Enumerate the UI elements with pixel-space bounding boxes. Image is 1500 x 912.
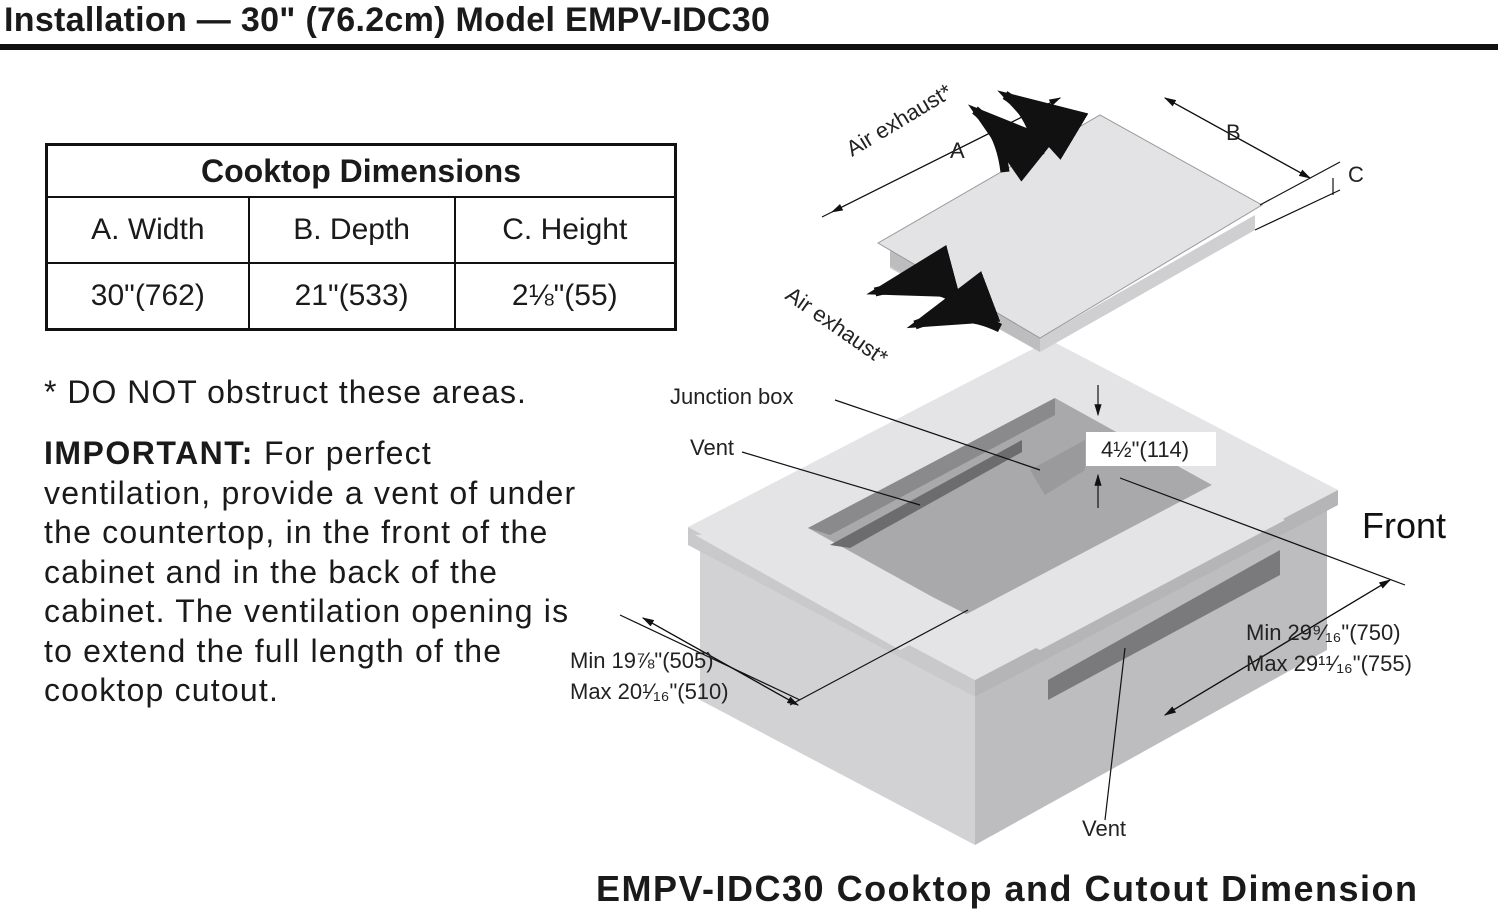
air-exhaust-arrows (866, 90, 1089, 333)
important-note: IMPORTANT: For perfect ventilation, prov… (44, 434, 584, 711)
cabinet (688, 340, 1338, 845)
dim-c-label: C (1348, 162, 1364, 187)
column-header: B. Depth (247, 196, 456, 264)
table-cell: 30"(762) (45, 262, 250, 331)
table-row: 30"(762) 21"(533) 2⅛"(55) (45, 262, 677, 331)
junction-box (1030, 440, 1085, 495)
table-cell: 2⅛"(55) (453, 262, 677, 331)
column-header: C. Height (453, 196, 677, 264)
front-vent (1048, 550, 1280, 700)
front-label: Front (1362, 505, 1446, 546)
depth-max-label: Max 20¹⁄₁₆"(510) (570, 679, 729, 704)
width-min-label: Min 29⁹⁄₁₆"(750) (1246, 620, 1401, 645)
depth-min-label: Min 19⅞"(505) (570, 648, 714, 673)
obstruction-note: * DO NOT obstruct these areas. (44, 374, 527, 410)
vent-back-label: Vent (690, 435, 734, 460)
title-divider (0, 44, 1498, 50)
diagram-caption: EMPV-IDC30 Cooktop and Cutout Dimension (596, 868, 1419, 909)
page-title: Installation — 30" (76.2cm) Model EMPV-I… (4, 1, 771, 39)
important-text: For perfect ventilation, provide a vent … (44, 435, 577, 708)
table-caption: Cooktop Dimensions (45, 143, 677, 198)
important-label: IMPORTANT: (44, 435, 254, 471)
vent-back-leader (741, 451, 921, 506)
junction-box-label: Junction box (670, 384, 794, 409)
vent-front-label: Vent (1082, 816, 1126, 841)
junction-depth-label: 4½"(114) (1101, 437, 1189, 462)
junction-box-leader (834, 399, 1041, 471)
vent-front-leader (1104, 647, 1126, 821)
column-header: A. Width (45, 196, 250, 264)
dim-a-label: A (950, 138, 965, 163)
width-max-label: Max 29¹¹⁄₁₆"(755) (1246, 651, 1412, 676)
dim-b-label: B (1226, 120, 1241, 145)
air-exhaust-top-label: Air exhaust* (842, 79, 957, 162)
table-cell: 21"(533) (247, 262, 456, 331)
table-header-row: A. Width B. Depth C. Height (45, 196, 677, 264)
cooktop-dimensions-table: Cooktop Dimensions A. Width B. Depth C. … (45, 143, 677, 331)
